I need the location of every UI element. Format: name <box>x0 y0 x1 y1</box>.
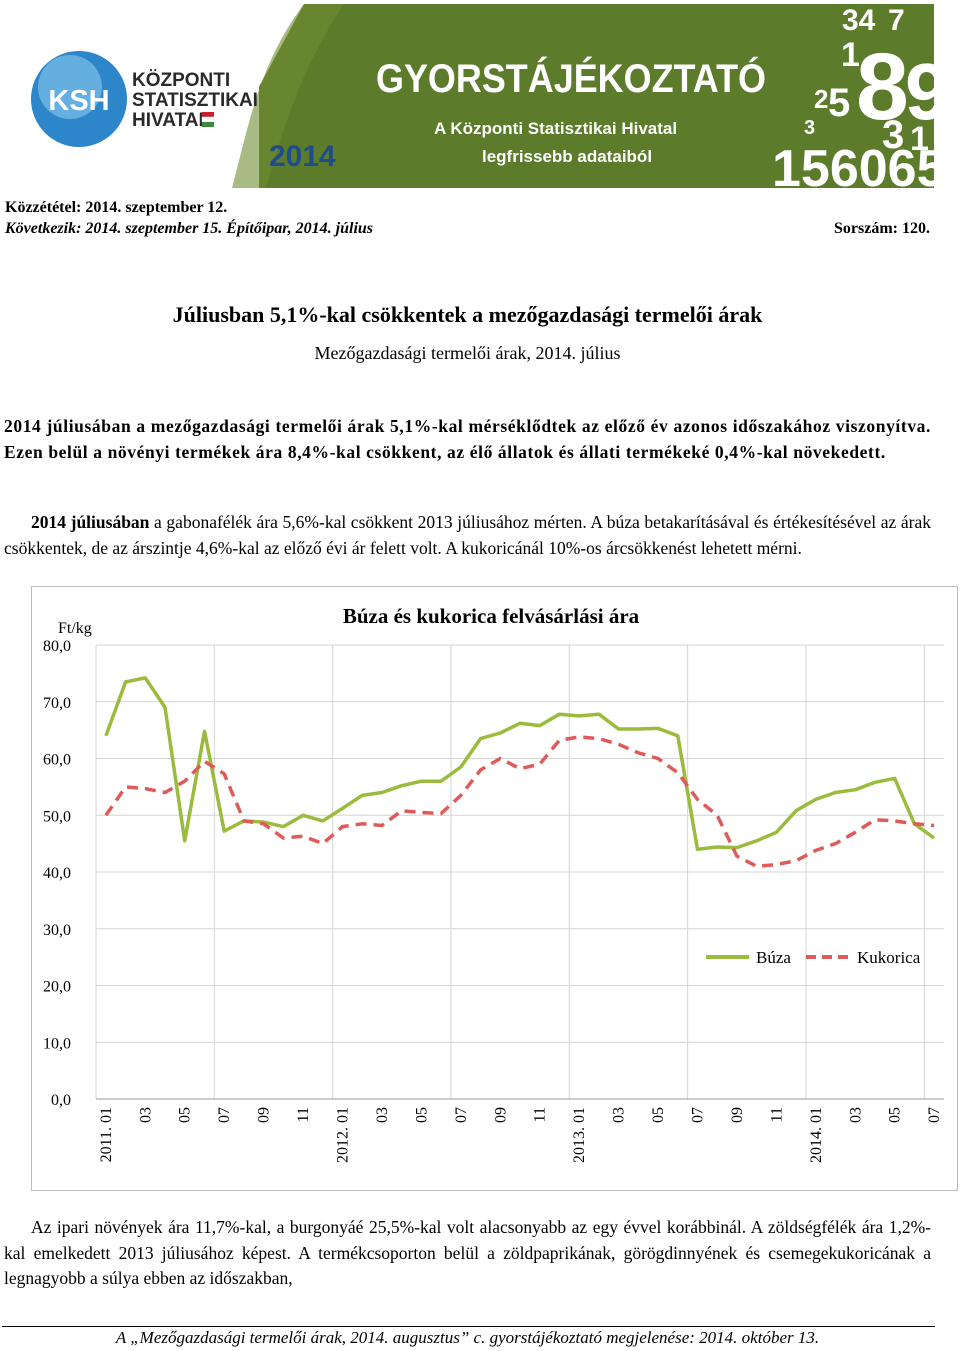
x-tick-label: 2012. 01 <box>335 1107 352 1163</box>
y-tick-label: 30,0 <box>43 922 71 939</box>
flag-icon <box>202 112 214 117</box>
chart-y-unit: Ft/kg <box>58 620 92 637</box>
svg-text:8: 8 <box>856 34 909 140</box>
series-line-kukorica <box>104 735 935 869</box>
y-tick-label: 80,0 <box>43 638 71 655</box>
x-tick-label: 07 <box>216 1107 233 1123</box>
svg-text:7: 7 <box>888 4 905 37</box>
chart-legend: Búza Kukorica <box>706 948 921 967</box>
y-tick-label: 0,0 <box>51 1092 71 1109</box>
logo-line-2: STATISZTIKAI <box>132 90 258 111</box>
x-tick-label: 05 <box>887 1107 904 1123</box>
y-tick-label: 70,0 <box>43 695 71 712</box>
logo-line-1: KÖZPONTI <box>132 70 230 91</box>
legend-label-buza: Búza <box>756 948 791 967</box>
footnote-divider <box>2 1326 935 1327</box>
banner-green-panel <box>259 4 934 188</box>
x-tick-label: 2013. 01 <box>571 1107 588 1163</box>
banner-subtitle-2: legfrissebb adataiból <box>482 147 652 166</box>
svg-text:5: 5 <box>828 81 850 125</box>
y-tick-label: 20,0 <box>43 979 71 996</box>
x-tick-label: 05 <box>413 1107 430 1123</box>
banner-title: GYORSTÁJÉKOZTATÓ <box>376 55 766 101</box>
x-tick-label: 09 <box>729 1107 746 1123</box>
paragraph-cereals-text: a gabonafélék ára 5,6%-kal csökkent 2013… <box>4 512 931 558</box>
page-subtitle: Mezőgazdasági termelői árak, 2014. júliu… <box>314 343 621 363</box>
y-tick-label: 10,0 <box>43 1035 71 1052</box>
chart-frame <box>31 586 958 1191</box>
chart-title: Búza és kukorica felvásárlási ára <box>343 604 640 628</box>
svg-text:9: 9 <box>905 47 934 136</box>
svg-text:156065: 156065 <box>772 140 934 188</box>
x-tick-label: 07 <box>453 1107 470 1123</box>
svg-text:3: 3 <box>882 113 904 157</box>
x-tick-label: 09 <box>492 1107 509 1123</box>
banner-digits-decoration: 34 7 1 8 9 2 5 3 3 1 156065 <box>772 4 934 188</box>
footnote: A „Mezőgazdasági termelői árak, 2014. au… <box>115 1328 820 1347</box>
x-tick-label: 11 <box>768 1107 785 1122</box>
legend-label-kukorica: Kukorica <box>857 948 921 967</box>
x-tick-label: 03 <box>611 1107 628 1123</box>
y-tick-label: 60,0 <box>43 752 71 769</box>
paragraph-summary: 2014 júliusában a mezőgazdasági termelői… <box>4 416 931 462</box>
svg-text:1: 1 <box>910 120 929 158</box>
x-tick-label: 09 <box>256 1107 273 1123</box>
x-tick-label: 07 <box>926 1107 943 1123</box>
paragraph-other-products: Az ipari növények ára 11,7%-kal, a burgo… <box>4 1215 931 1292</box>
x-tick-label: 05 <box>650 1107 667 1123</box>
paragraph-cereals-lead: 2014 júliusában <box>31 512 150 532</box>
svg-text:34: 34 <box>842 4 876 37</box>
banner-subtitle-1: A Központi Statisztikai Hivatal <box>434 119 677 138</box>
x-tick-label: 07 <box>689 1107 706 1123</box>
svg-text:2: 2 <box>814 84 828 114</box>
publish-date: Közzététel: 2014. szeptember 12. <box>5 199 228 216</box>
ksh-abbr: KSH <box>48 85 109 117</box>
issue-number: Sorszám: 120. <box>834 220 930 237</box>
y-tick-label: 50,0 <box>43 808 71 825</box>
x-tick-label: 11 <box>295 1107 312 1122</box>
x-tick-label: 2014. 01 <box>808 1107 825 1163</box>
ksh-logo: KSH KÖZPONTI STATISZTIKAI HIVATAL <box>31 51 258 147</box>
paragraph-other-products-text: Az ipari növények ára 11,7%-kal, a burgo… <box>4 1217 931 1288</box>
next-release: Következik: 2014. szeptember 15. Építőip… <box>5 220 374 237</box>
logo-line-3: HIVATAL <box>132 110 210 131</box>
x-tick-label: 05 <box>177 1107 194 1123</box>
header-banner: KSH KÖZPONTI STATISZTIKAI HIVATAL 2014 G… <box>4 4 934 188</box>
y-tick-label: 40,0 <box>43 865 71 882</box>
price-chart: Búza és kukorica felvásárlási ára Ft/kg … <box>31 586 958 1191</box>
svg-text:3: 3 <box>804 117 815 139</box>
svg-text:1: 1 <box>841 36 860 74</box>
x-tick-label: 11 <box>532 1107 549 1122</box>
banner-year: 2014 <box>269 140 336 173</box>
page-title: Júliusban 5,1%-kal csökkentek a mezőgazd… <box>172 302 763 327</box>
x-tick-label: 03 <box>847 1107 864 1123</box>
x-tick-label: 03 <box>137 1107 154 1123</box>
x-tick-label: 2011. 01 <box>98 1107 115 1162</box>
paragraph-cereals: 2014 júliusában a gabonafélék ára 5,6%-k… <box>4 510 931 561</box>
x-tick-label: 03 <box>374 1107 391 1123</box>
